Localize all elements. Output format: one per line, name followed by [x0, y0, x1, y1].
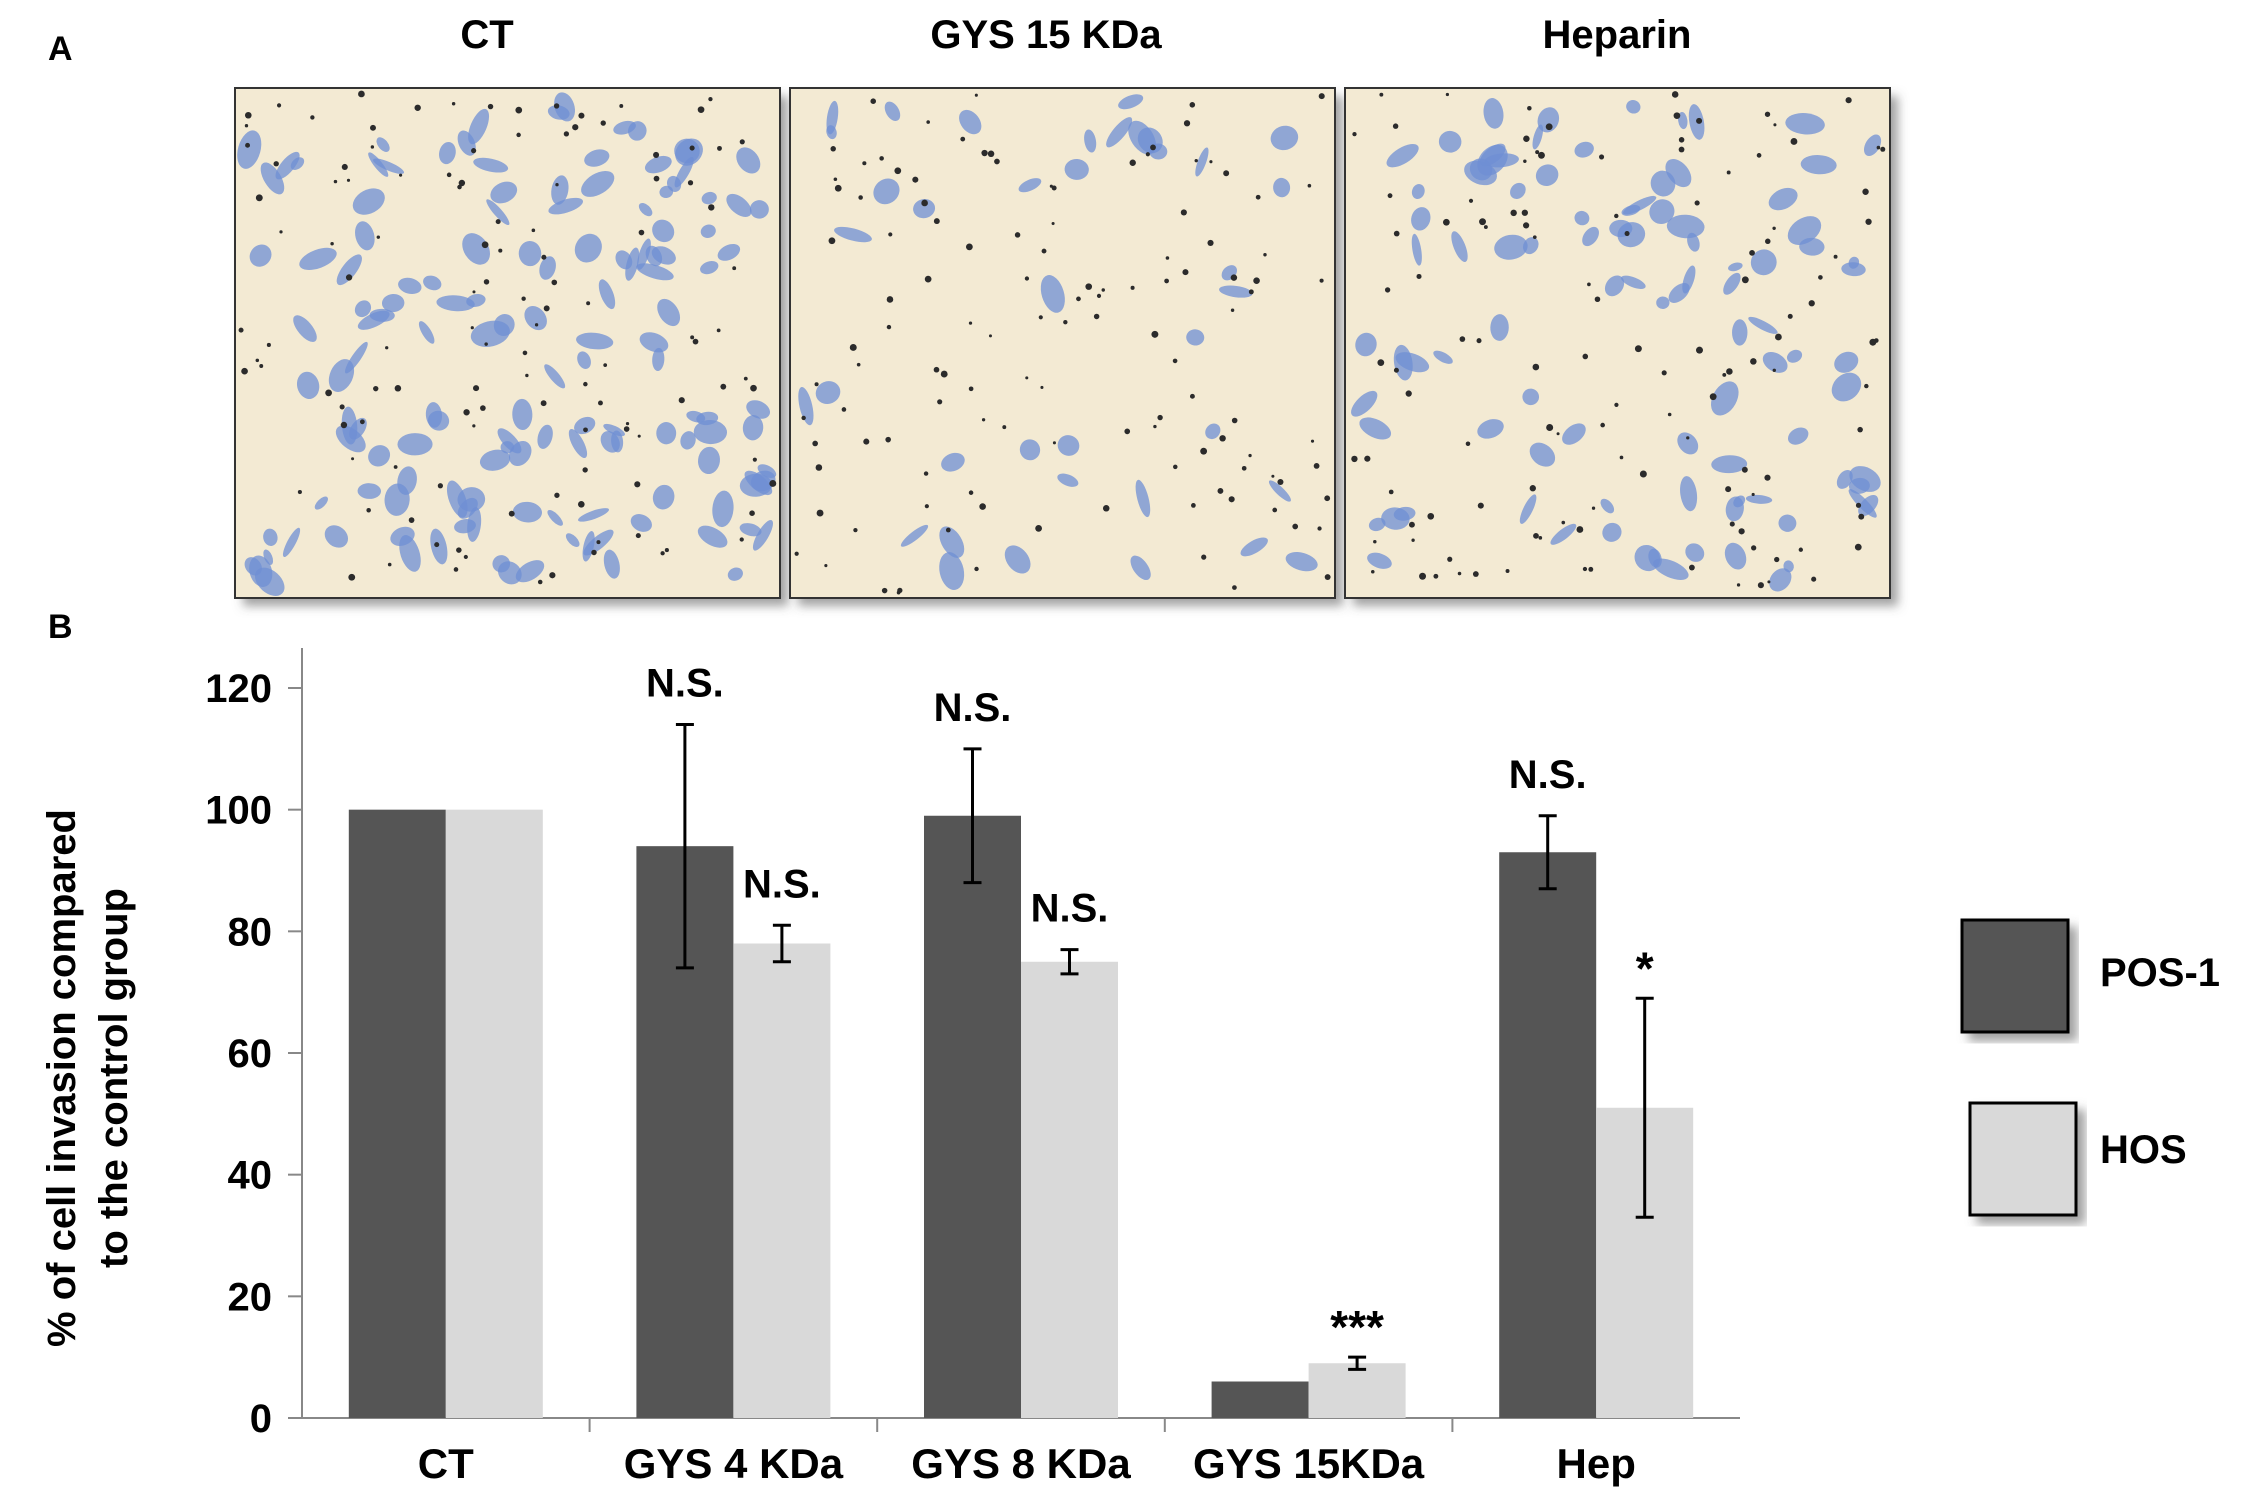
x-tick-label: GYS 4 KDa — [624, 1440, 844, 1487]
significance-label-pos-1-5: N.S. — [1509, 753, 1587, 797]
legend-swatch-pos1 — [1960, 918, 2070, 1034]
y-tick-label: 80 — [228, 910, 273, 954]
bar-pos-1-1 — [348, 809, 446, 1418]
error-bar-pos-1-3 — [963, 747, 982, 885]
legend-label-hos: HOS — [2100, 1128, 2187, 1172]
x-tick-labels: CT GYS 4 KDa GYS 8 KDa GYS 15KDa Hep — [418, 1440, 1636, 1487]
x-tick-label: CT — [418, 1440, 474, 1487]
y-tick-label: 20 — [228, 1275, 273, 1319]
error-bar-hos-5 — [1635, 996, 1654, 1219]
error-bar-hos-4 — [1348, 1355, 1367, 1371]
micrograph-image-3 — [1344, 87, 1891, 599]
bar-pos-1-3 — [924, 815, 1021, 1418]
x-tick-label: Hep — [1557, 1440, 1636, 1487]
micrograph-title-2: GYS 15 KDa — [930, 13, 1162, 57]
micrograph-title-1: CT — [460, 13, 513, 57]
significance-label-hos-3: N.S. — [1031, 887, 1109, 931]
bar-hos-2 — [733, 943, 831, 1418]
x-tick-label: GYS 8 KDa — [911, 1440, 1131, 1487]
chart-bars: N.S.N.S.N.S.N.S.N.S.**** — [348, 662, 1694, 1418]
y-tick-label: 40 — [228, 1154, 273, 1198]
significance-label-pos-1-2: N.S. — [646, 662, 724, 706]
chart-axes: 0 20 40 60 80 100 120 — [205, 648, 1740, 1441]
bar-pos-1-5 — [1499, 852, 1597, 1418]
micrograph-image-1 — [234, 87, 781, 599]
micrograph-title-3: Heparin — [1543, 13, 1692, 57]
bar-hos-4 — [1308, 1363, 1406, 1418]
y-axis-title-line-1: % of cell invasion compared — [40, 809, 84, 1347]
legend-swatch-hos — [1968, 1101, 2078, 1217]
micrograph-image-2 — [789, 87, 1336, 599]
bar-hos-1 — [445, 809, 543, 1418]
legend: POS-1 HOS — [1960, 918, 2220, 1217]
panel-a-label: A — [48, 30, 73, 68]
error-bar-hos-2 — [772, 923, 791, 964]
y-tick-label: 100 — [205, 789, 272, 833]
legend-label-pos1: POS-1 — [2100, 951, 2220, 995]
error-bar-pos-1-2 — [675, 723, 694, 970]
bar-pos-1-4 — [1211, 1381, 1309, 1418]
y-tick-label: 0 — [250, 1397, 272, 1441]
y-tick-label: 120 — [205, 667, 272, 711]
significance-label-hos-2: N.S. — [743, 862, 821, 906]
y-axis-title-line-2: to the control group — [92, 888, 136, 1268]
significance-label-hos-4: *** — [1330, 1301, 1384, 1353]
error-bar-hos-3 — [1060, 948, 1079, 976]
y-tick-label: 60 — [228, 1032, 273, 1076]
significance-label-hos-5: * — [1636, 942, 1654, 994]
error-bar-pos-1-5 — [1538, 814, 1557, 891]
bar-hos-3 — [1021, 961, 1118, 1418]
x-tick-label: GYS 15KDa — [1193, 1440, 1425, 1487]
panel-b-label: B — [48, 608, 73, 646]
y-axis-title: % of cell invasion compared to the contr… — [40, 809, 136, 1347]
micrograph-panels: CT GYS 15 KDa Heparin — [234, 13, 1891, 599]
significance-label-pos-1-3: N.S. — [934, 686, 1012, 730]
